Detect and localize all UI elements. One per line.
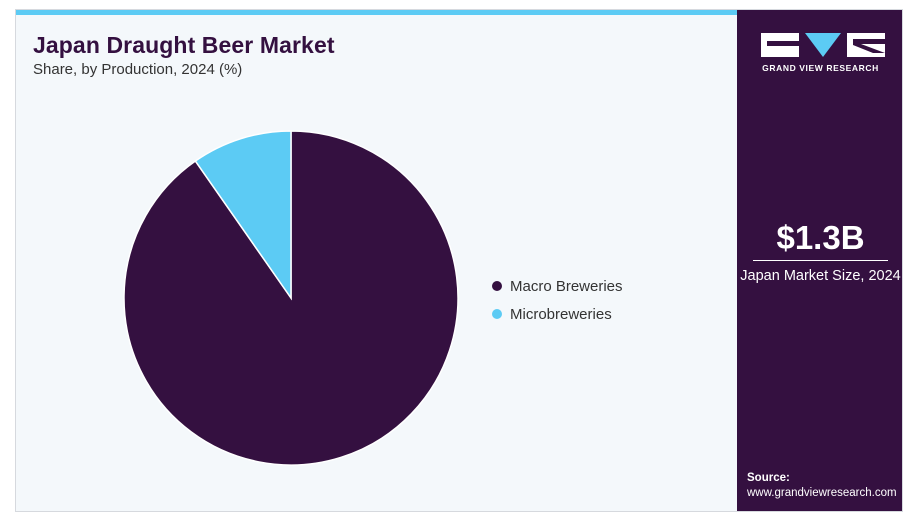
market-size-value: $1.3B: [776, 219, 865, 256]
chart-subtitle: Share, by Production, 2024 (%): [33, 61, 243, 78]
grand-view-research-logo-icon: [761, 33, 885, 57]
legend-label-micro: Microbreweries: [510, 305, 612, 323]
source: Source: www.grandviewresearch.com: [747, 471, 897, 501]
chart-area: Japan Draught Beer Market Share, by Prod…: [16, 10, 737, 511]
divider: [753, 260, 888, 261]
source-title: Source:: [747, 472, 790, 484]
legend-label-macro: Macro Breweries: [510, 277, 623, 295]
legend-swatch-macro: [492, 281, 502, 291]
sidebar: GRAND VIEW RESEARCH $1.3B Japan Market S…: [737, 10, 902, 511]
legend: Macro Breweries Microbreweries: [492, 272, 623, 328]
accent-bar: [16, 10, 737, 15]
pie-slice-microbreweries: [194, 130, 292, 301]
legend-item-microbreweries: Microbreweries: [492, 300, 623, 328]
pie-chart: [123, 130, 459, 466]
chart-card: Japan Draught Beer Market Share, by Prod…: [15, 9, 903, 512]
market-size-label: Japan Market Size, 2024: [740, 268, 901, 284]
legend-swatch-micro: [492, 309, 502, 319]
source-url: www.grandviewresearch.com: [747, 487, 897, 499]
chart-title: Japan Draught Beer Market: [33, 32, 335, 58]
legend-item-macro-breweries: Macro Breweries: [492, 272, 623, 300]
logo-text: GRAND VIEW RESEARCH: [762, 63, 879, 73]
